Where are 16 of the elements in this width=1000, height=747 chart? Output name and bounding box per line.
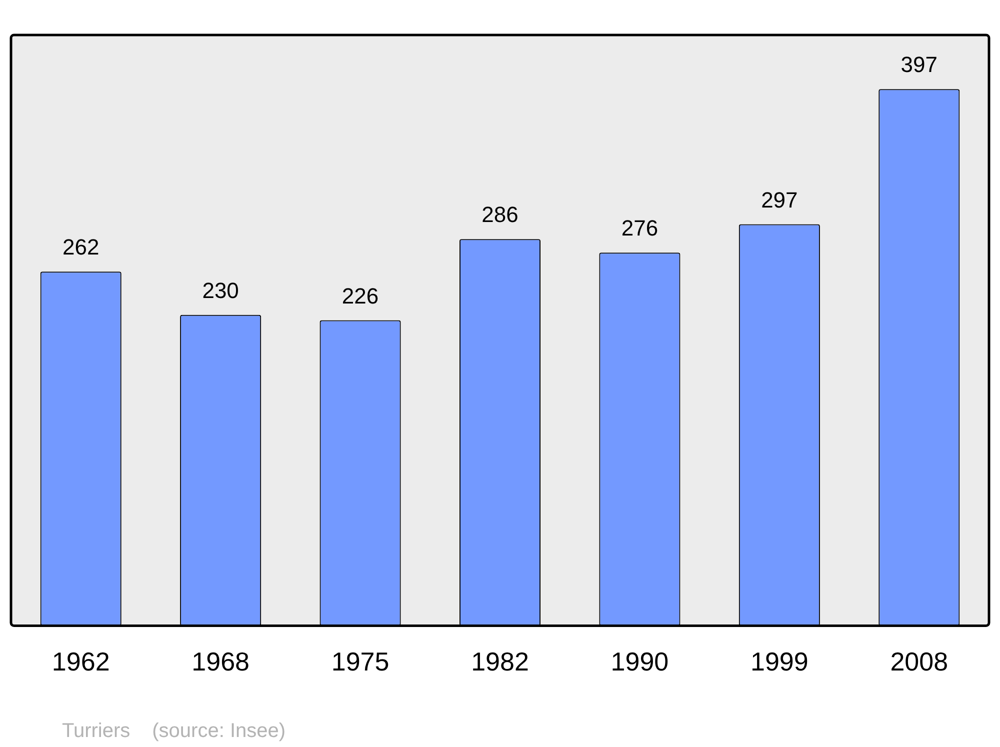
x-tick-label: 1982 — [471, 646, 529, 677]
x-tick-label: 2008 — [890, 646, 948, 677]
text: Turriers — [62, 720, 130, 742]
x-tick-label: 1990 — [610, 646, 669, 677]
text: (source: Insee) — [152, 720, 286, 742]
data-label: 297 — [761, 187, 798, 212]
data-label: 230 — [202, 278, 239, 303]
x-tick-label: 1999 — [750, 646, 808, 677]
x-tick-label: 1968 — [192, 646, 250, 677]
x-tick-label: 1962 — [52, 646, 110, 677]
x-tick-label: 1975 — [331, 646, 390, 677]
data-label: 262 — [62, 234, 100, 260]
data-label: 276 — [621, 216, 658, 241]
data-label: 397 — [900, 52, 938, 78]
data-label: 226 — [342, 283, 379, 308]
data-label: 286 — [482, 202, 518, 228]
